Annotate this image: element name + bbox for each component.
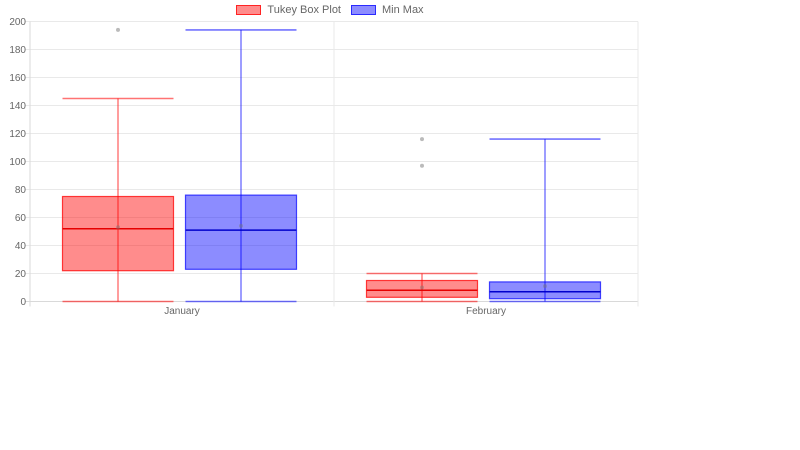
- y-tick-label: 20: [15, 269, 27, 280]
- x-axis-label-february: February: [465, 306, 507, 317]
- y-tick-label: 200: [9, 17, 26, 28]
- legend-label: Tukey Box Plot: [267, 4, 341, 16]
- legend-item-tukey-box-plot[interactable]: Tukey Box Plot: [236, 4, 341, 16]
- chart-legend: Tukey Box Plot Min Max: [0, 4, 660, 16]
- y-tick-label: 100: [9, 157, 26, 168]
- mean-dot: [116, 225, 120, 230]
- iqr-box: [488, 281, 602, 300]
- y-tick-label: 120: [9, 129, 26, 140]
- iqr-box: [184, 194, 298, 270]
- y-tick-label: 0: [20, 297, 26, 308]
- box-group-min-max-january[interactable]: [184, 29, 298, 303]
- outlier-dot: [420, 137, 424, 142]
- legend-swatch-blue: [351, 5, 376, 15]
- boxplot-chart: 0 20 40 60 80 100 120 140 160 180 200 Tukey Box Pl…: [0, 4, 660, 317]
- legend-label: Min Max: [382, 4, 424, 16]
- y-tick-label: 160: [9, 73, 26, 84]
- x-axis-label-january: January: [164, 306, 200, 317]
- box-group-tukey-box-plot-february[interactable]: [365, 137, 479, 303]
- y-tick-label: 80: [15, 185, 27, 196]
- legend-swatch-red: [236, 5, 262, 15]
- chart-canvas: 0 20 40 60 80 100 120 140 160 180 200: [9, 17, 639, 308]
- outlier-dot: [420, 163, 424, 168]
- box-group-min-max-february[interactable]: [488, 138, 602, 303]
- y-tick-label: 60: [15, 213, 27, 224]
- iqr-box: [61, 195, 175, 272]
- y-tick-label: 180: [9, 45, 26, 56]
- mean-dot: [543, 284, 547, 289]
- y-tick-label: 140: [9, 101, 26, 112]
- box-group-tukey-box-plot-january[interactable]: [61, 27, 175, 303]
- iqr-box: [365, 279, 479, 298]
- mean-dot: [239, 223, 243, 228]
- mean-dot: [420, 285, 424, 290]
- outlier-dot: [116, 27, 120, 32]
- legend-item-min-max[interactable]: Min Max: [351, 4, 424, 16]
- y-tick-label: 40: [15, 241, 27, 252]
